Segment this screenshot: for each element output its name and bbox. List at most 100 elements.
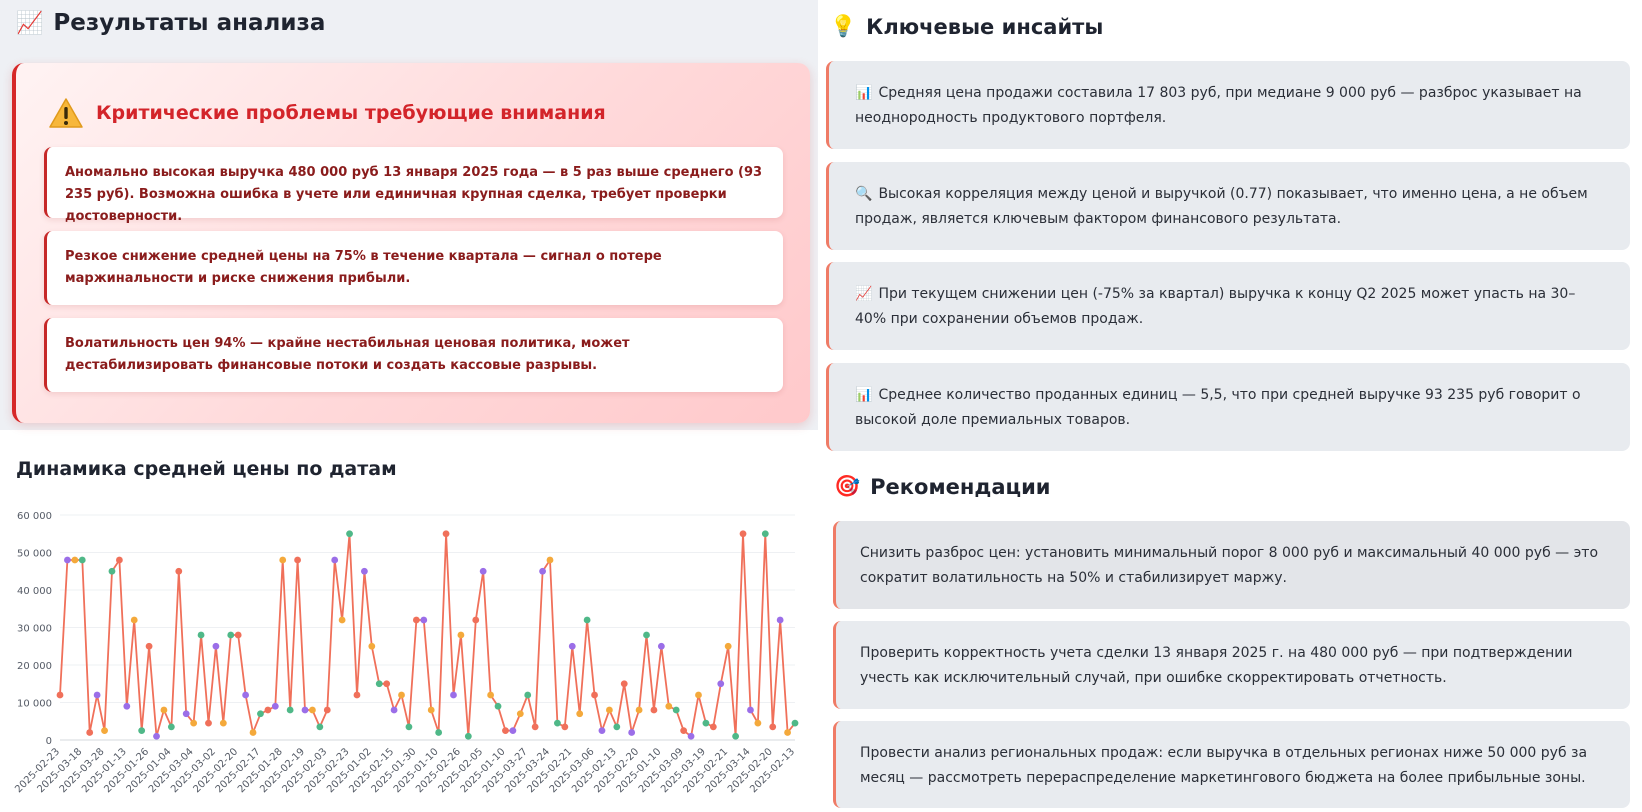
data-point [472,616,480,624]
data-point [271,702,279,710]
recommendations-title: Рекомендации [870,474,1051,499]
y-tick-label: 50 000 [17,549,52,560]
data-point [108,567,116,575]
data-point [635,706,643,714]
y-tick-label: 0 [46,736,52,747]
insights-title: Ключевые инсайты [866,14,1104,39]
critical-item: Аномально высокая выручка 480 000 руб 13… [44,147,783,224]
data-point [531,723,539,731]
data-point [561,723,569,731]
data-point [568,642,576,650]
data-point [583,616,591,624]
data-point [138,727,146,735]
data-point [264,706,272,714]
data-point [390,706,398,714]
data-point [56,691,64,699]
chart-title: Динамика средней цены по датам [16,458,397,480]
data-point [457,631,465,639]
data-point [509,727,517,735]
data-point [784,729,791,736]
data-point [294,556,301,564]
insight-card: 🔍 Высокая корреляция между ценой и выручк… [826,162,1630,250]
data-point [86,729,94,736]
data-point [576,710,584,718]
insight-card: 📊 Среднее количество проданных единиц — 5… [826,363,1630,451]
data-point [346,530,353,538]
insight-card: 📈 При текущем снижении цен (-75% за кварт… [826,262,1630,350]
data-point [375,680,383,688]
data-point [620,680,628,688]
data-point [78,556,86,564]
data-point [145,642,153,650]
data-point [442,530,450,538]
data-point [130,616,138,624]
data-point [643,631,650,639]
data-point [242,691,250,699]
critical-issues-box: Критические проблемы требующие внимания … [12,63,810,423]
y-tick-label: 30 000 [17,624,52,635]
insights-header: 💡 Ключевые инсайты [830,14,1103,39]
analysis-panel: 📈 Результаты анализа Критические проблем… [0,0,818,430]
data-point [420,616,428,624]
critical-title-text: Критические проблемы требующие внимания [96,102,606,124]
data-point [101,727,108,735]
data-point [598,727,606,735]
critical-item: Резкое снижение средней цены на 75% в те… [44,231,783,305]
data-point [747,706,754,714]
y-tick-label: 10 000 [17,699,52,710]
data-point [360,567,368,575]
warning-icon [49,98,83,128]
insight-text: Средняя цена продажи составила 17 803 ру… [855,85,1582,126]
y-tick-label: 20 000 [17,661,52,672]
data-point [554,719,561,727]
data-point [167,723,175,731]
data-point [724,642,732,650]
data-point [279,556,287,564]
bar-chart-icon: 📊 [855,85,873,101]
data-point [613,723,621,731]
data-point [234,631,242,639]
data-point [435,729,443,736]
insight-text: Среднее количество проданных единиц — 5,… [855,387,1581,428]
lightbulb-icon: 💡 [830,14,857,38]
data-point [739,530,747,538]
data-point [680,727,688,735]
data-point [227,631,235,639]
data-point [368,642,376,650]
data-point [769,723,777,731]
data-point [524,691,532,699]
data-point [383,680,391,688]
data-point [702,719,710,727]
insight-text: При текущем снижении цен (-75% за кварта… [855,286,1576,327]
data-point [427,706,435,714]
data-point [212,642,220,650]
data-point [687,732,695,740]
data-point [791,719,799,727]
insight-text: Высокая корреляция между ценой и выручко… [855,186,1588,227]
data-point [605,706,613,714]
magnifier-icon: 🔍 [855,186,873,202]
data-point [539,567,546,575]
y-tick-label: 40 000 [17,586,52,597]
data-point [516,710,524,718]
data-point [93,691,101,699]
data-point [219,719,227,727]
data-point [502,727,509,735]
data-point [115,556,123,564]
data-point [412,616,420,624]
data-point [309,706,316,714]
data-point [182,710,190,718]
data-point [71,556,79,564]
data-point [190,719,198,727]
data-point [175,567,183,575]
data-point [64,556,71,564]
data-point [301,706,309,714]
recommendation-card: Снизить разброс цен: установить минималь… [833,521,1630,609]
recommendation-card: Провести анализ региональных продаж: есл… [833,721,1630,808]
data-point [732,732,740,740]
data-point [398,691,405,699]
data-point [546,556,554,564]
target-icon: 🎯 [834,474,861,498]
data-point [257,710,264,718]
